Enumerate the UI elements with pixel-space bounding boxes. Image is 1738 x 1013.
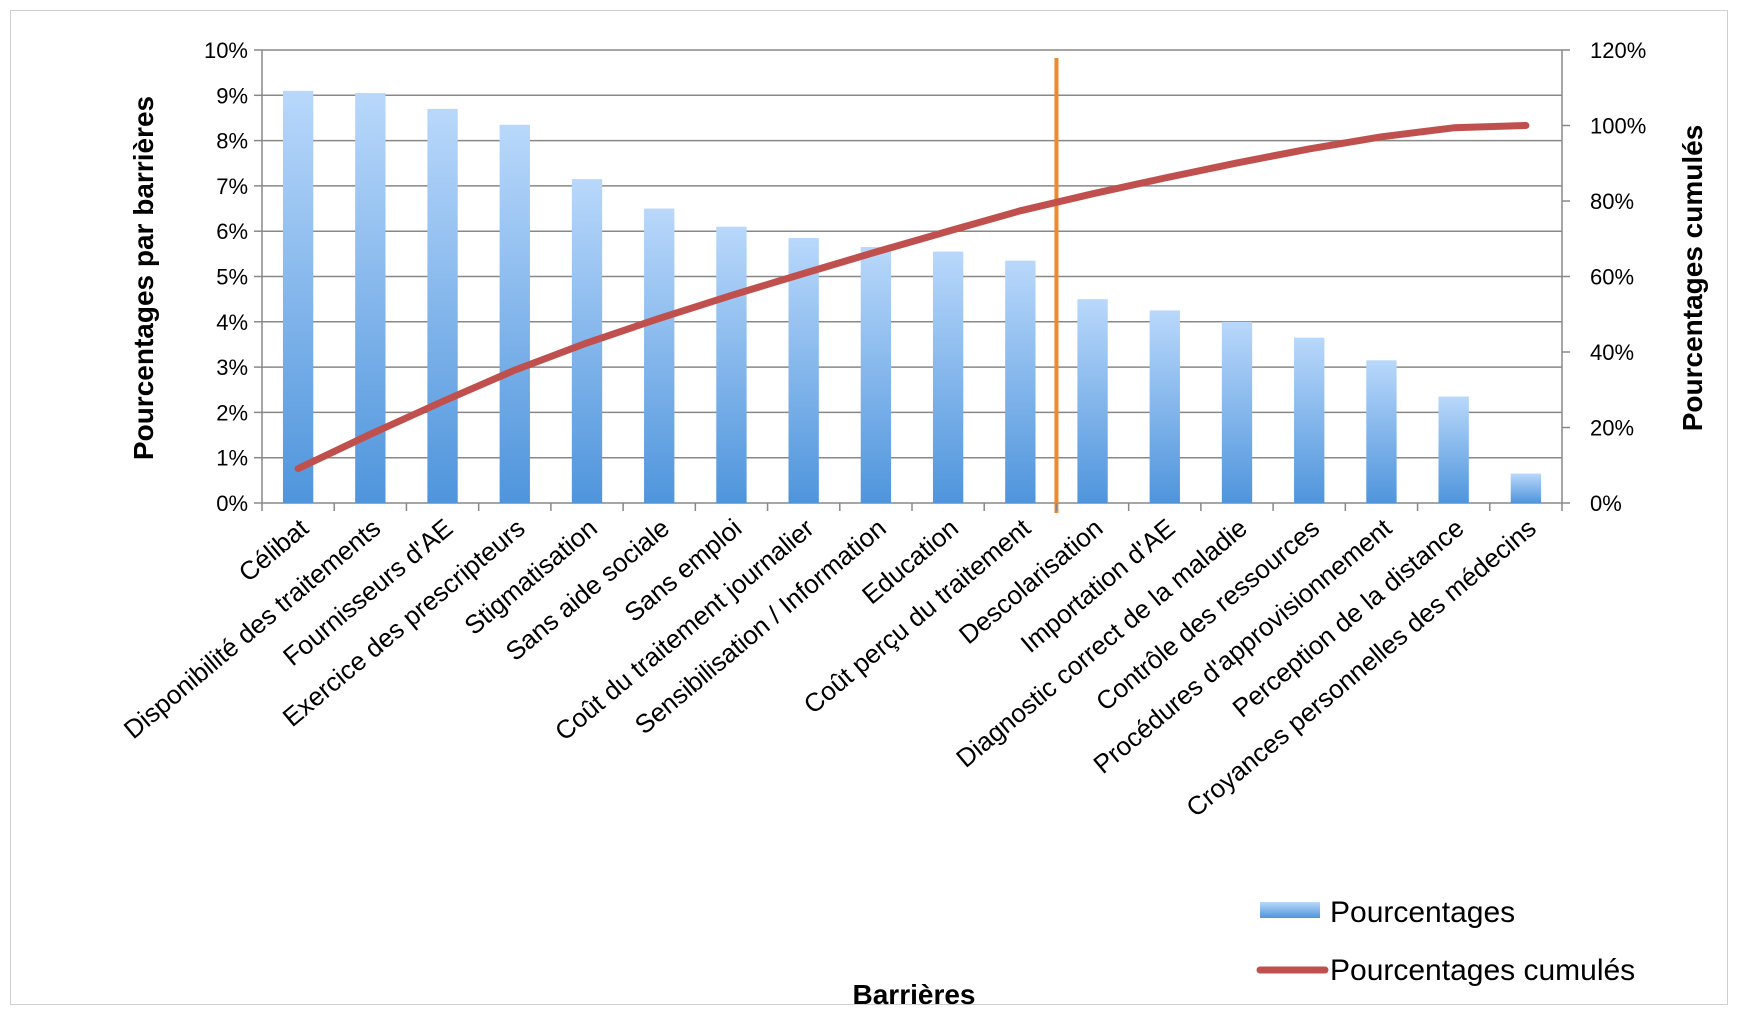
y-tick-label: 9% (216, 83, 248, 108)
cumulative-series-line (294, 122, 1530, 473)
bar (1005, 260, 1036, 503)
y2-tick-label: 20% (1590, 416, 1634, 441)
y2-tick-label: 0% (1590, 491, 1622, 516)
y-tick-label: 4% (216, 310, 248, 335)
x-axis-title: Barrières (853, 979, 976, 1010)
y2-tick-label: 60% (1590, 265, 1634, 290)
y2-tick-label: 80% (1590, 189, 1634, 214)
y-axis-title: Pourcentages par barrières (128, 96, 159, 460)
y-tick-label: 8% (216, 129, 248, 154)
bar (1077, 299, 1108, 503)
bar (427, 108, 458, 503)
bar (1294, 337, 1325, 503)
bar (932, 251, 964, 503)
y2-axis-title: Pourcentages cumulés (1677, 125, 1708, 432)
y2-tick-label: 40% (1590, 340, 1634, 365)
y2-tick-label: 100% (1590, 114, 1646, 139)
bar (1438, 396, 1469, 503)
legend: Pourcentages Pourcentages cumulés (1256, 896, 1635, 987)
bar (788, 237, 819, 503)
bar (644, 208, 675, 504)
y-tick-label: 0% (216, 491, 248, 516)
y-tick-label: 3% (216, 355, 248, 380)
bar (499, 124, 530, 504)
cumulative-line (294, 122, 1530, 473)
y-tick-label: 7% (216, 174, 248, 199)
bar (1149, 310, 1180, 503)
bar (716, 226, 747, 504)
bars (282, 90, 1542, 504)
axes: 0% 1% 2% 3% 4% 5% 6% 7% 8% 9% 10% 0% 20% 40% 60% 80% 100… (204, 38, 1646, 516)
y-tick-label: 6% (216, 219, 248, 244)
y-tick-label: 2% (216, 400, 248, 425)
legend-swatch-bars (1260, 902, 1320, 918)
y-tick-label: 10% (204, 38, 248, 63)
legend-label-bars: Pourcentages (1330, 896, 1515, 929)
bar (1510, 473, 1542, 503)
y-tick-label: 5% (216, 265, 248, 290)
bar (1221, 321, 1253, 503)
bar (1366, 360, 1397, 503)
bar (282, 90, 314, 504)
bar (860, 247, 892, 503)
legend-label-line: Pourcentages cumulés (1330, 954, 1635, 987)
y-tick-label: 1% (216, 446, 248, 471)
y2-tick-label: 120% (1590, 38, 1646, 63)
